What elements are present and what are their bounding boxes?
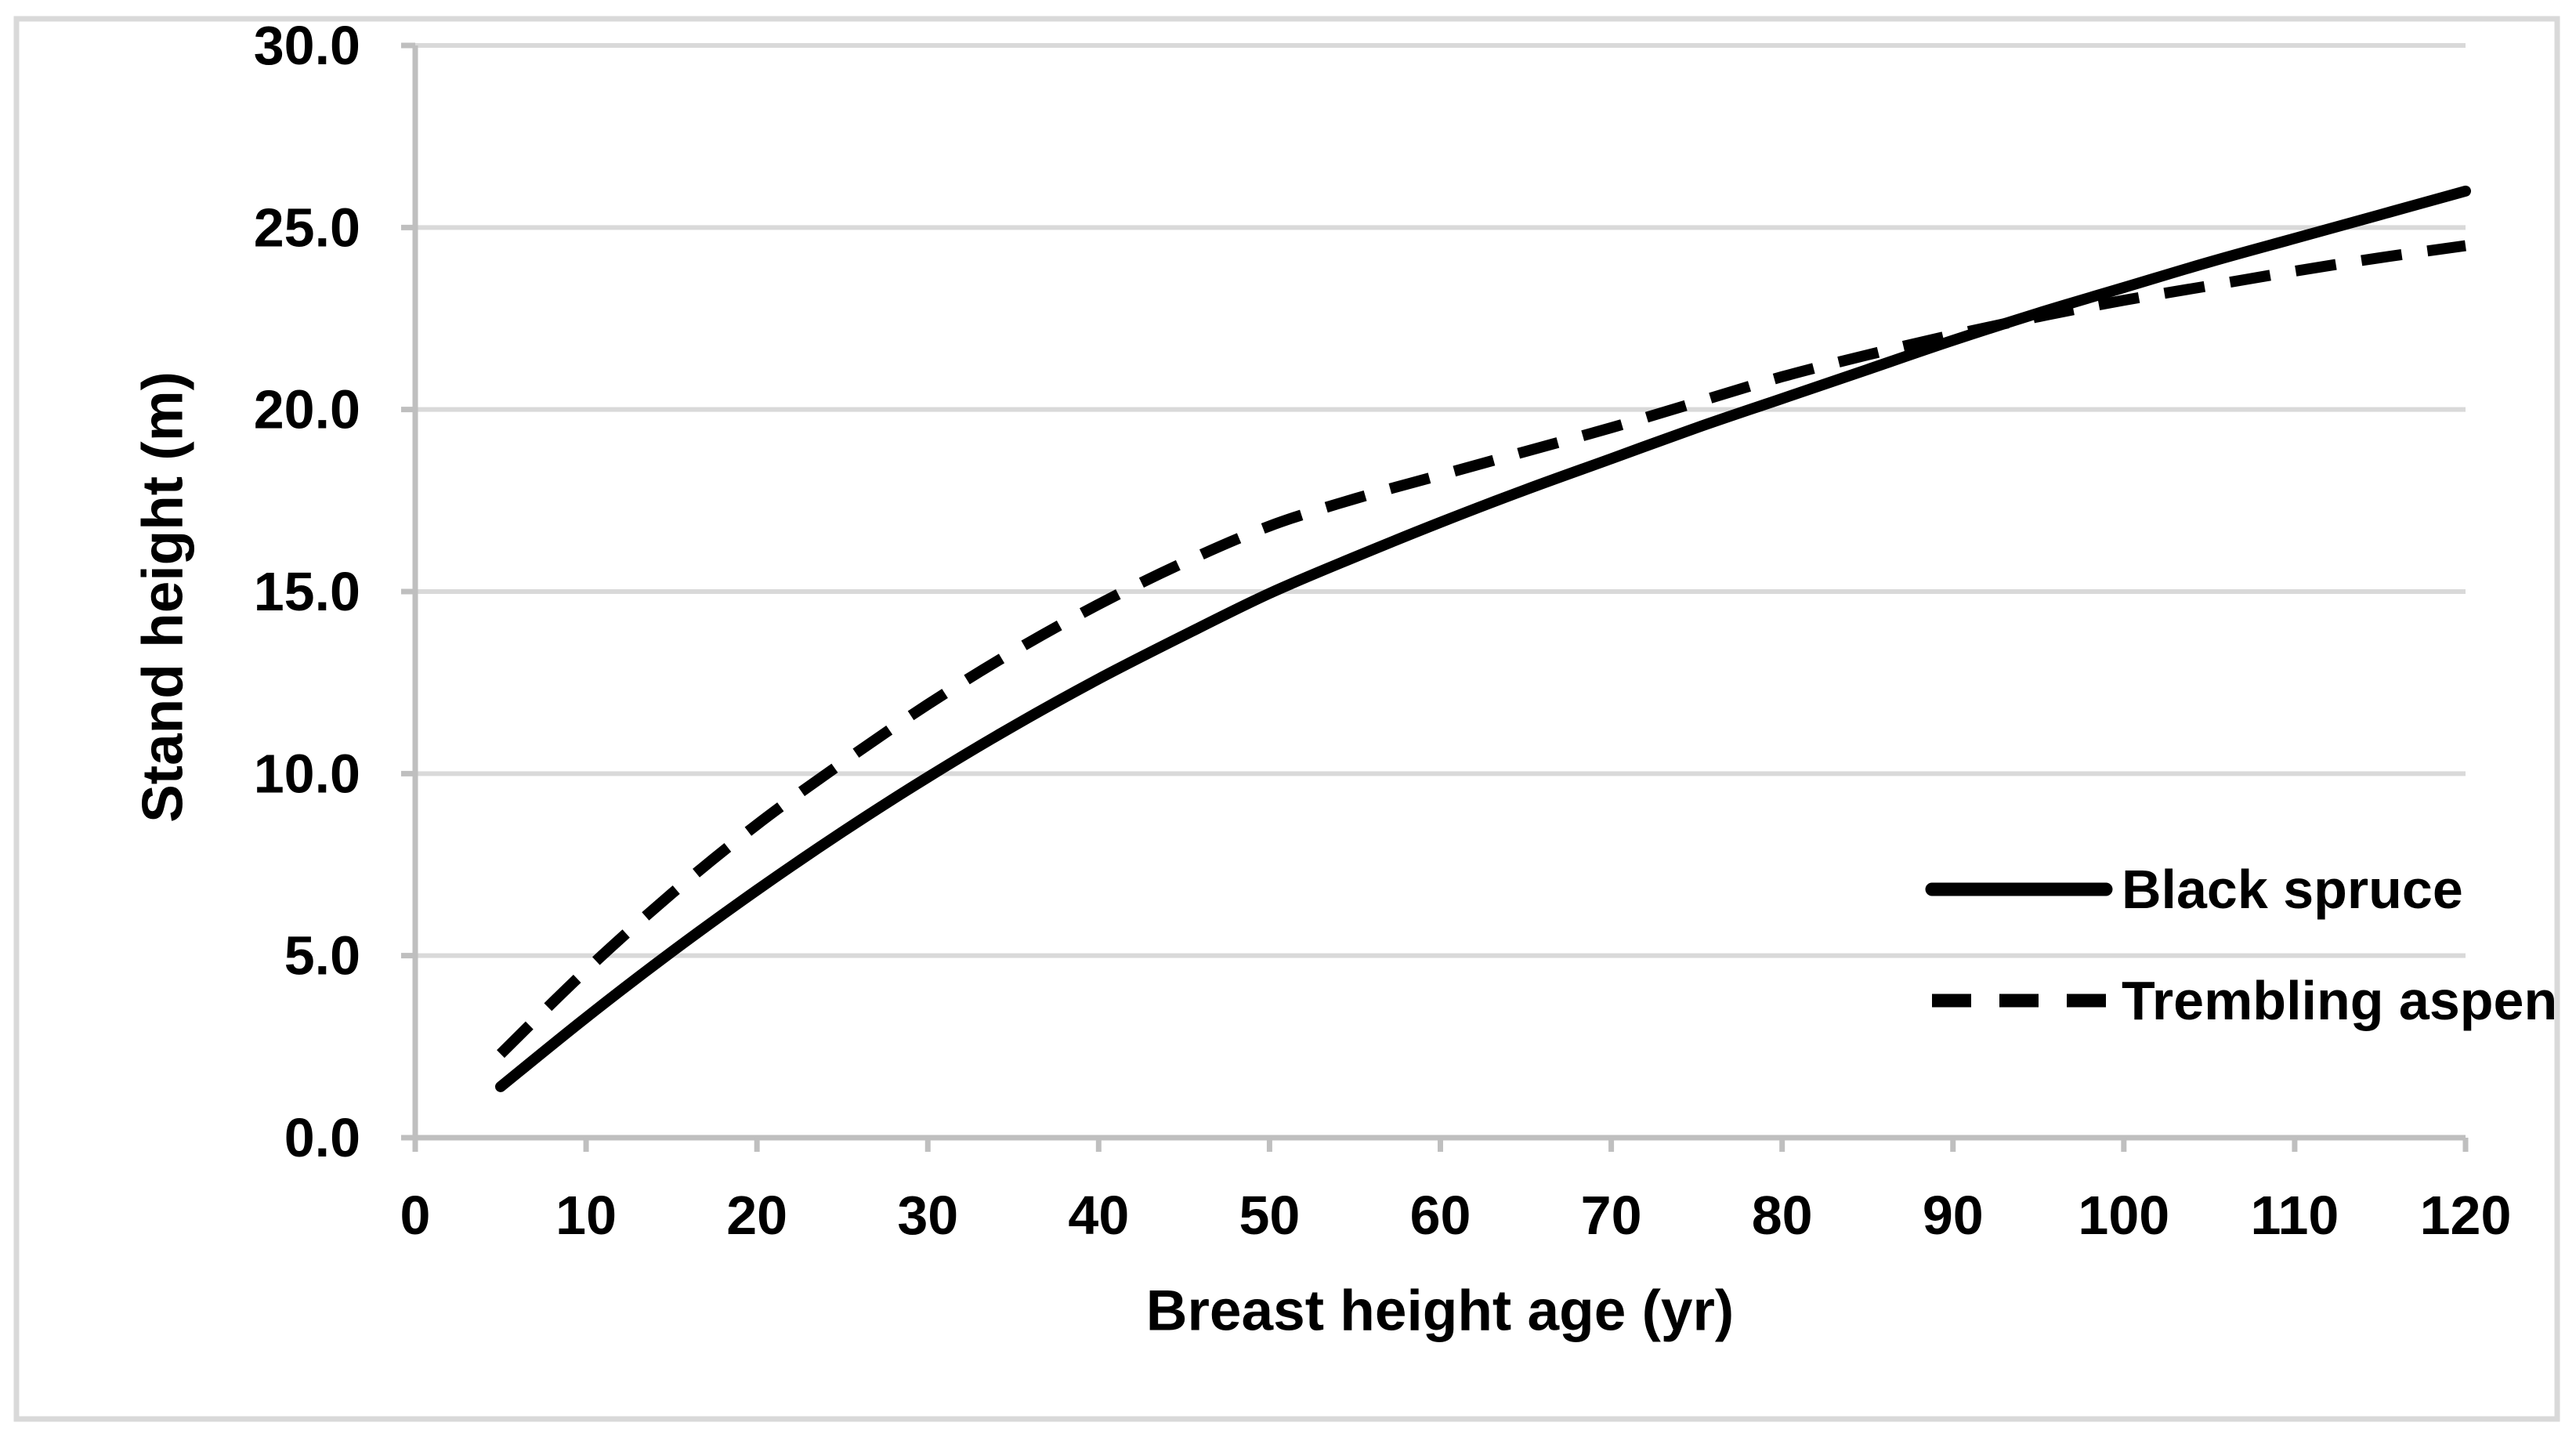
y-tick-label: 25.0 (254, 197, 360, 258)
series-line-trembling-aspen (497, 240, 2466, 1059)
x-tick-label: 100 (2078, 1185, 2169, 1246)
x-tick-label: 90 (1923, 1185, 1984, 1246)
x-tick-label: 120 (2420, 1185, 2512, 1246)
x-tick-label: 50 (1239, 1185, 1300, 1246)
gridlines-layer (415, 43, 2466, 958)
x-axis-title: Breast height age (yr) (1146, 1280, 1734, 1343)
x-tick-label: 20 (726, 1185, 787, 1246)
x-tick-label: 60 (1410, 1185, 1471, 1246)
series-line-black-spruce (495, 185, 2471, 1092)
y-tick-label: 15.0 (254, 561, 360, 622)
y-axis-title: Stand height (m) (132, 371, 195, 823)
x-tick-label: 30 (897, 1185, 958, 1246)
y-tick-label: 0.0 (284, 1107, 360, 1168)
tick-labels-layer: 0.0 5.0 10.0 15.0 20.0 25.0 30.0 0 10 20 30 40 50 60 7… (254, 15, 2512, 1246)
x-tick-label: 0 (400, 1185, 431, 1246)
legend-label: Trembling aspen (2122, 970, 2557, 1031)
y-tick-label: 30.0 (254, 15, 360, 76)
x-tick-label: 80 (1752, 1185, 1813, 1246)
y-tick-label: 20.0 (254, 379, 360, 440)
x-tick-label: 110 (2250, 1185, 2339, 1246)
y-tick-label: 10.0 (254, 743, 360, 804)
series-layer (495, 185, 2471, 1092)
y-tick-label: 5.0 (284, 925, 360, 986)
axes-layer (401, 42, 2469, 1152)
figure-border (13, 16, 2560, 1422)
x-tick-label: 40 (1068, 1185, 1129, 1246)
legend-label: Black spruce (2122, 859, 2463, 920)
legend-layer: Black spruce Trembling aspen (1925, 859, 2557, 1031)
x-tick-label: 10 (555, 1185, 617, 1246)
x-tick-label: 70 (1581, 1185, 1642, 1246)
